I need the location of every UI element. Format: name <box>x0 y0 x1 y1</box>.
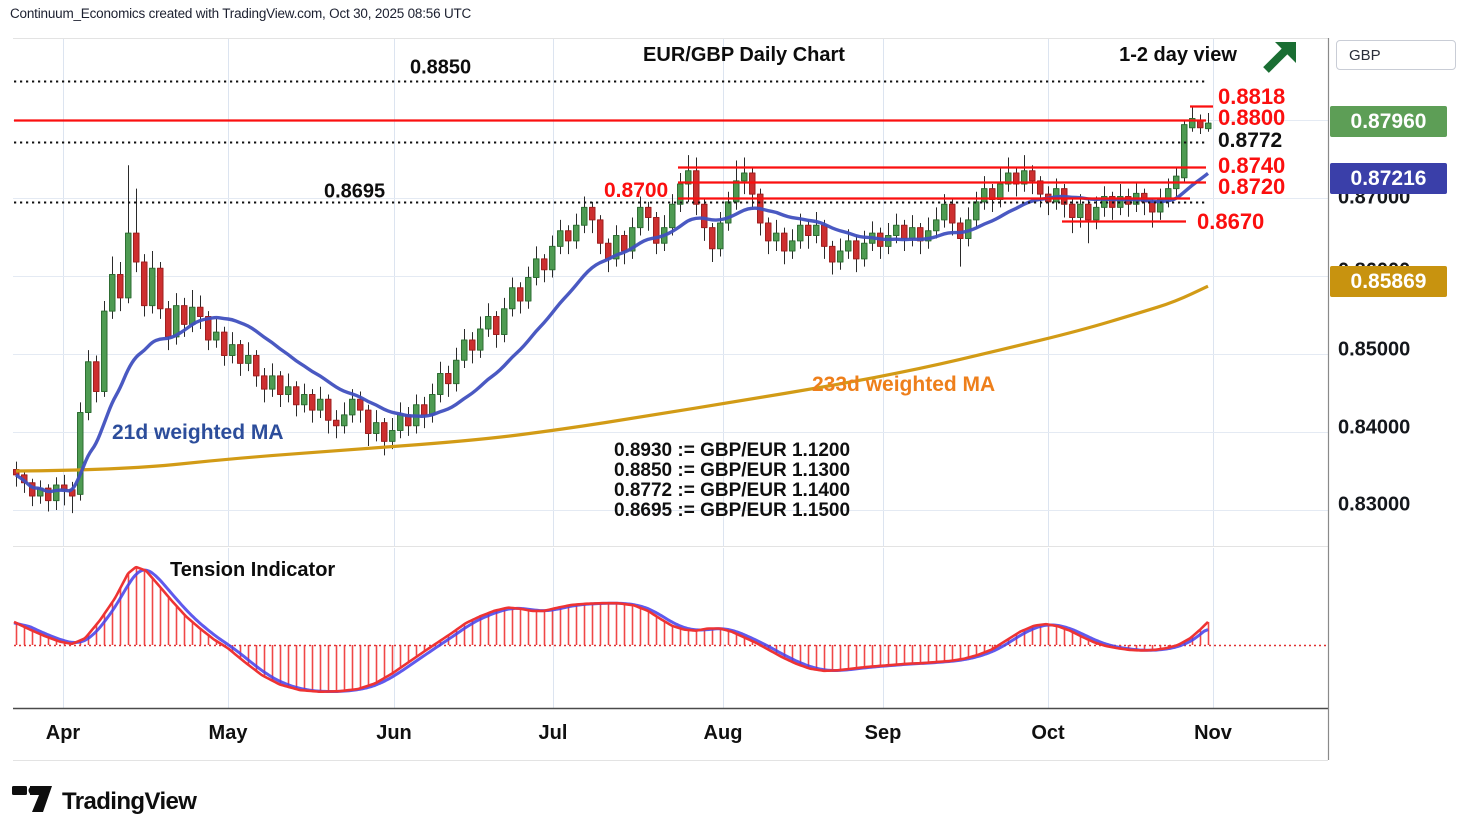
tradingview-logo-icon <box>12 786 52 817</box>
axis-price-label: 0.84000 <box>1338 416 1411 439</box>
axis-price-label: 0.83000 <box>1338 493 1411 516</box>
gbp-eur-conversion-table: 0.8930 := GBP/EUR 1.1200 0.8850 := GBP/E… <box>614 441 850 521</box>
tradingview-logo-text: TradingView <box>62 787 197 815</box>
level-label-08850: 0.8850 <box>410 56 472 79</box>
month-label-jul: Jul <box>538 722 568 744</box>
month-label-oct: Oct <box>1031 722 1065 744</box>
axis-price-label: 0.85000 <box>1338 338 1411 361</box>
ma21-label: 21d weighted MA <box>112 421 284 444</box>
attribution-text: Continuum_Economics created with Trading… <box>10 6 472 21</box>
month-label-aug: Aug <box>703 722 743 744</box>
level-label-08670: 0.8670 <box>1197 209 1265 234</box>
conversion-row: 0.8772 := GBP/EUR 1.1400 <box>614 480 851 501</box>
month-label-sep: Sep <box>864 722 902 744</box>
conversion-row: 0.8695 := GBP/EUR 1.1500 <box>614 500 851 521</box>
ma233-label: 233d weighted MA <box>812 373 996 396</box>
view-note-label: 1-2 day view <box>1119 44 1237 66</box>
tension-indicator-label: Tension Indicator <box>170 559 336 581</box>
tradingview-logo: TradingView <box>12 786 197 817</box>
level-label-08800: 0.8800 <box>1218 105 1286 130</box>
level-label-08700: 0.8700 <box>604 179 669 202</box>
level-label-08818: 0.8818 <box>1218 84 1286 109</box>
level-label-08740: 0.8740 <box>1218 153 1286 178</box>
wma233-price-badge: 0.85869 <box>1330 266 1447 297</box>
month-label-jun: Jun <box>376 722 412 744</box>
wma21-price-badge: 0.87216 <box>1330 163 1447 194</box>
symbol-selector-dropdown[interactable]: GBP <box>1336 40 1456 70</box>
last-price-badge: 0.87960 <box>1330 106 1447 137</box>
conversion-row: 0.8850 := GBP/EUR 1.1300 <box>614 460 851 481</box>
conversion-row: 0.8930 := GBP/EUR 1.1200 <box>614 440 851 461</box>
level-label-08720: 0.8720 <box>1218 174 1286 199</box>
level-label-08772: 0.8772 <box>1218 129 1283 152</box>
chart-title: EUR/GBP Daily Chart <box>643 44 845 66</box>
month-label-may: May <box>208 722 248 744</box>
up-trend-arrow-icon <box>1258 38 1300 78</box>
level-label-08695: 0.8695 <box>324 180 386 203</box>
month-label-nov: Nov <box>1194 722 1232 744</box>
month-label-apr: Apr <box>45 722 81 744</box>
symbol-selector-value: GBP <box>1349 46 1381 64</box>
